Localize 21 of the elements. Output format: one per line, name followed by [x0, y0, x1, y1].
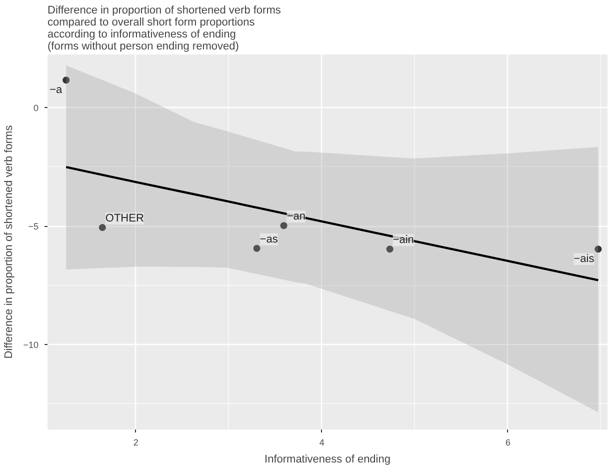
point [253, 244, 260, 252]
point [594, 246, 602, 253]
annotation: −ain [392, 234, 414, 246]
y-tick-label: 0 [33, 103, 39, 114]
y-axis-title: Difference in proportion of shortened verb forms [3, 124, 16, 359]
y-tick-label: −5 [28, 222, 39, 232]
point [98, 224, 106, 232]
x-tick-label: 4 [319, 438, 324, 448]
line-series [65, 166, 600, 282]
annotation: −a [50, 84, 63, 96]
point [280, 222, 288, 230]
annotation: OTHER [105, 212, 144, 225]
chart-title: Difference in proportion of shortened verb forms compared to overall short form proportions according to informativeness of ending (forms without person ending removed) [48, 4, 282, 52]
annotation: −ais [574, 253, 595, 266]
point [62, 76, 70, 84]
point [386, 246, 394, 253]
x-axis-title: Informativeness of ending [264, 454, 390, 466]
y-tick-label: −10 [23, 340, 39, 350]
annotation: −as [260, 233, 278, 246]
x-tick-label: 6 [505, 438, 510, 448]
x-tick-label: 2 [133, 438, 138, 448]
